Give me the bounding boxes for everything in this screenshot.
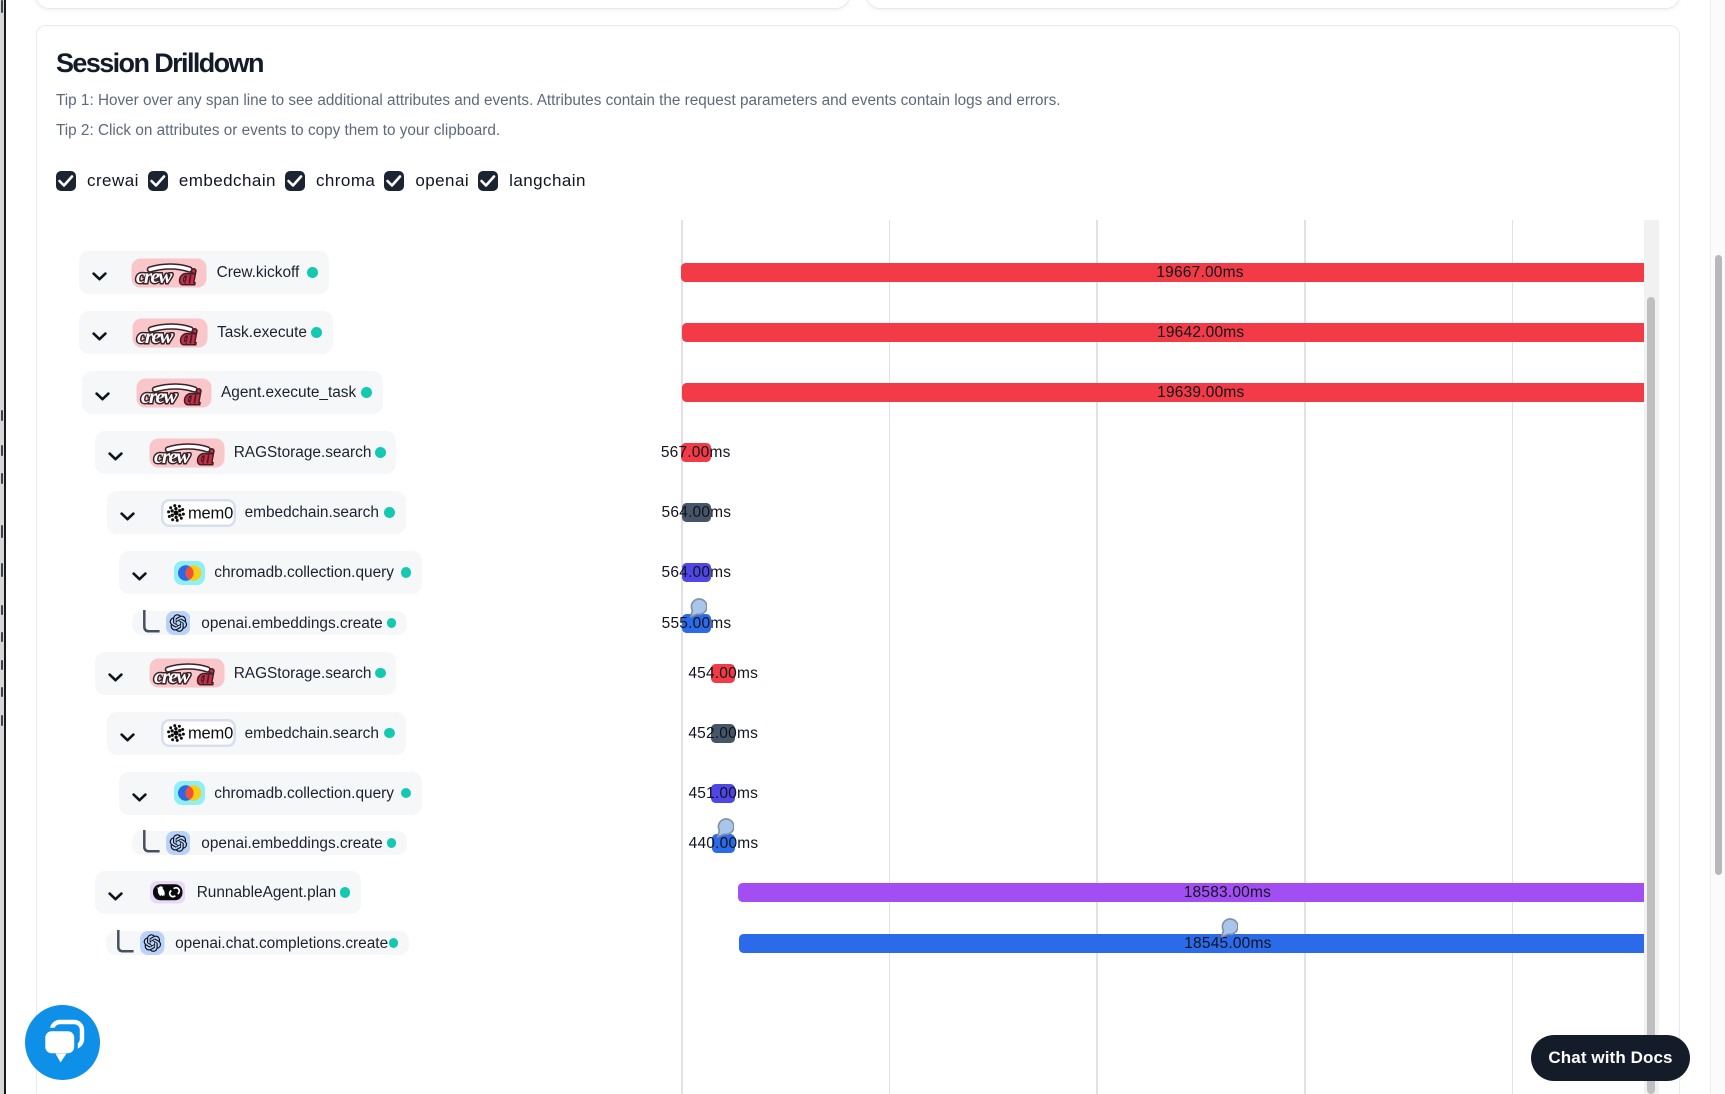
svg-text:ai: ai xyxy=(185,385,201,408)
svg-text:ai: ai xyxy=(198,445,214,468)
svg-text:ai: ai xyxy=(180,265,196,288)
svg-text:crew: crew xyxy=(154,664,191,688)
svg-text:crew: crew xyxy=(154,444,191,468)
svg-text:crew: crew xyxy=(141,384,178,408)
svg-text:ai: ai xyxy=(198,665,214,688)
svg-text:crew: crew xyxy=(136,264,173,288)
svg-text:mem0: mem0 xyxy=(188,725,233,743)
svg-text:mem0: mem0 xyxy=(188,504,233,522)
svg-text:ai: ai xyxy=(181,325,197,348)
svg-text:crew: crew xyxy=(137,324,174,348)
